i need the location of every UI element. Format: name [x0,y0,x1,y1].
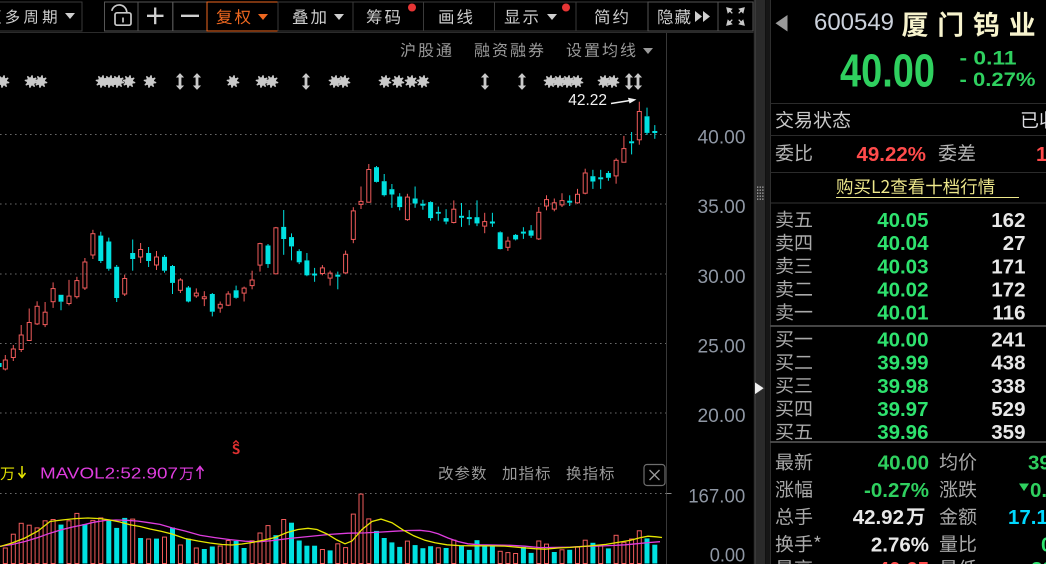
svg-text:40.01: 40.01 [877,302,928,325]
svg-text:- 0.11: - 0.11 [960,49,1018,70]
svg-text:172: 172 [991,278,1025,301]
svg-text:35.00: 35.00 [698,196,746,218]
svg-text:173: 173 [1036,143,1046,166]
svg-text:40.00: 40.00 [878,452,929,475]
svg-text:40.00: 40.00 [698,127,746,149]
svg-text:42.22: 42.22 [568,92,607,109]
svg-text:241: 241 [991,329,1025,352]
svg-text:171: 171 [991,255,1025,278]
svg-text:40.05: 40.05 [877,209,928,232]
svg-text:- 0.27%: - 0.27% [960,70,1036,91]
svg-text:600549: 600549 [814,9,894,36]
svg-text:40.65: 40.65 [878,558,929,564]
svg-text:49.22%: 49.22% [856,143,926,166]
svg-text:338: 338 [991,375,1025,398]
svg-text:39.98: 39.98 [877,375,928,398]
svg-text:17.18: 17.18 [1008,506,1046,529]
svg-text:30.00: 30.00 [698,266,746,288]
svg-text:162: 162 [991,209,1025,232]
svg-text:39.97: 39.97 [877,398,928,421]
svg-text:2.76%: 2.76% [871,533,929,556]
svg-text:25.00: 25.00 [698,336,746,358]
svg-text:39.99: 39.99 [877,352,928,375]
svg-text:0.00: 0.00 [710,545,746,564]
svg-text:27: 27 [1003,232,1026,255]
svg-text:39.95: 39.95 [1028,452,1046,475]
svg-text:40.02: 40.02 [877,278,928,301]
svg-text:0.11: 0.11 [1030,479,1046,502]
svg-text:529: 529 [991,398,1025,421]
svg-text:359: 359 [991,421,1025,444]
svg-text:42.92: 42.92 [853,506,904,529]
svg-text:-0.27%: -0.27% [864,479,929,502]
svg-text:0.82: 0.82 [1041,533,1046,556]
svg-text:40.00: 40.00 [840,45,935,97]
svg-text:40.04: 40.04 [877,232,929,255]
svg-text:40.03: 40.03 [877,255,928,278]
svg-text:20.00: 20.00 [698,405,746,427]
svg-text:438: 438 [991,352,1025,375]
svg-text:39.96: 39.96 [877,421,928,444]
svg-text:39.71: 39.71 [1031,558,1046,564]
svg-text:167.00: 167.00 [688,485,745,507]
svg-text:116: 116 [992,302,1025,325]
svg-text:MAVOL2:52.907: MAVOL2:52.907 [40,466,178,483]
svg-text:40.00: 40.00 [877,329,928,352]
